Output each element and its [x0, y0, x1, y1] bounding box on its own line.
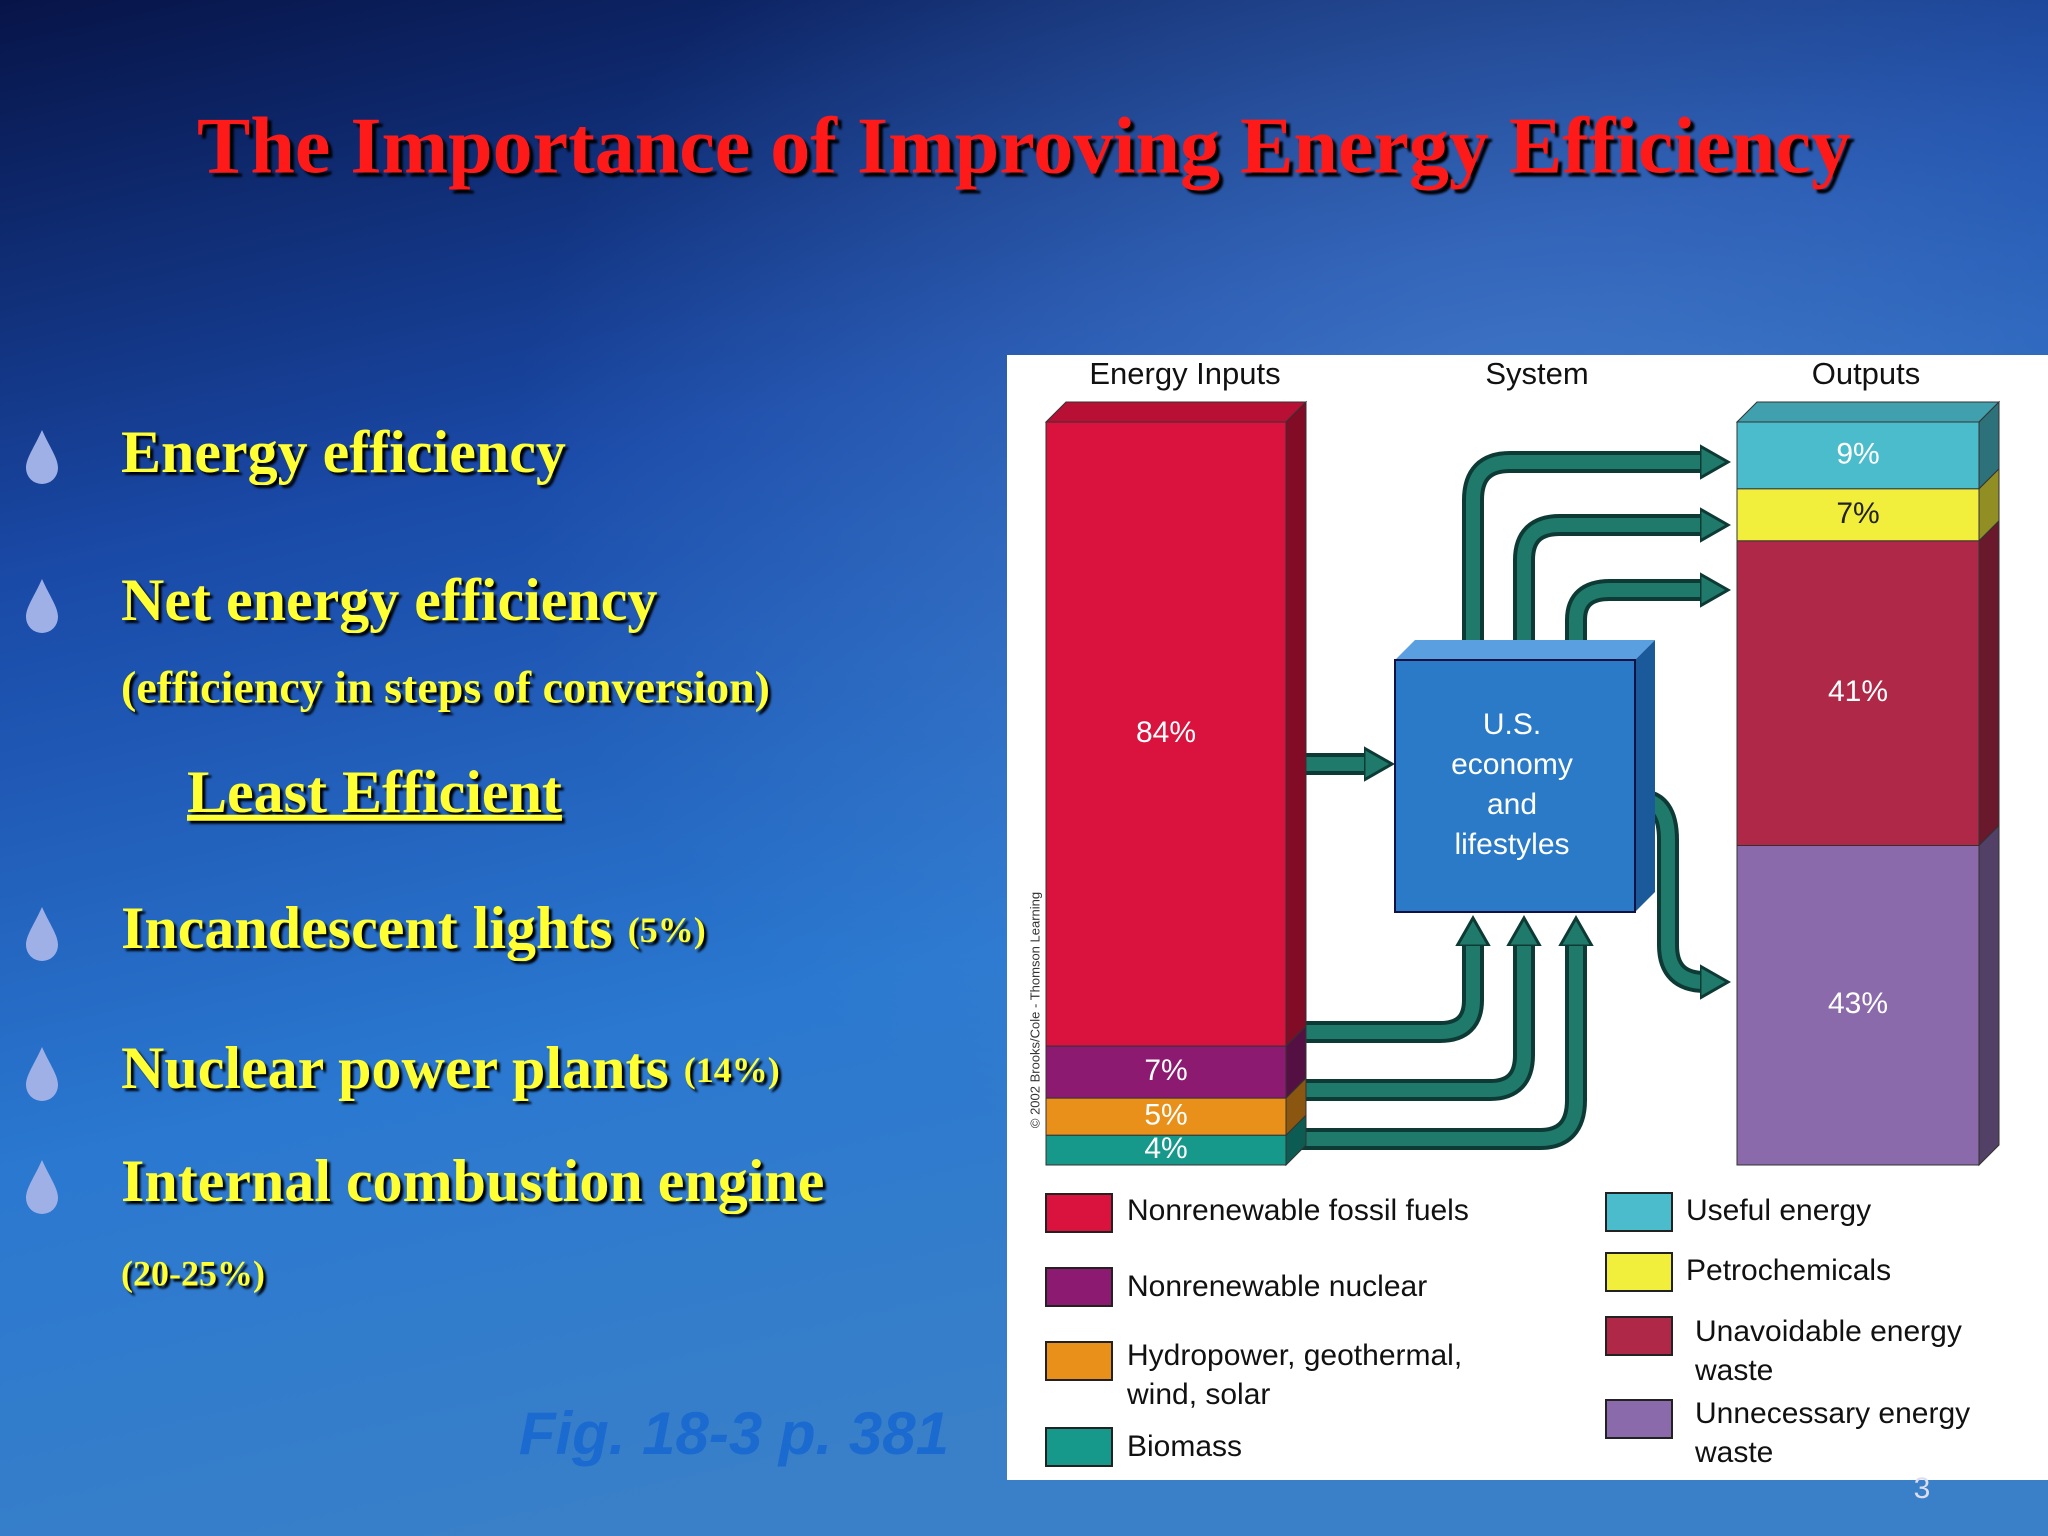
system-label: lifestyles [1454, 828, 1569, 861]
legend-swatch [1605, 1316, 1673, 1356]
bar-side-face [1285, 400, 1307, 1048]
bullet-text: Incandescent lights (5%) [121, 895, 706, 961]
column-header: System [1485, 356, 1588, 391]
bar-segment [1045, 1134, 1287, 1166]
system-label: and [1487, 788, 1537, 821]
page-number: 3 [1914, 1472, 1931, 1505]
value-label: 43% [1828, 987, 1888, 1020]
value-label: 41% [1828, 675, 1888, 708]
item-name: Nuclear power plants [121, 1035, 669, 1101]
bar-top-face [1044, 401, 1308, 423]
bar-side-face [1978, 824, 2000, 1167]
figure-reference: Fig. 18-3 p. 381 [519, 1400, 949, 1467]
flow-arrows [1300, 462, 1708, 1150]
column-header: Energy Inputs [1089, 356, 1280, 391]
legend-swatch [1045, 1267, 1113, 1307]
bullet-icon [26, 907, 58, 961]
bullet-text: Net energy efficiency [121, 567, 657, 633]
bullet-text: Nuclear power plants (14%) [121, 1035, 780, 1101]
legend-label: Unnecessary energy waste [1695, 1397, 1971, 1469]
legend-swatch [1605, 1192, 1673, 1232]
bullet-note: (efficiency in steps of conversion) [121, 662, 770, 713]
value-label: 5% [1144, 1099, 1187, 1132]
system-box-top [1395, 640, 1655, 660]
bullet-icons [26, 430, 58, 1214]
bar-segment [1736, 421, 1980, 490]
system-box [1394, 659, 1636, 913]
value-label: 7% [1836, 497, 1879, 530]
bullet-icon [26, 430, 58, 484]
value-label: 84% [1136, 716, 1196, 749]
legend-label: Hydropower, geothermal, wind, solar [1127, 1339, 1463, 1411]
value-label: 9% [1836, 437, 1879, 470]
system-box-side [1635, 640, 1655, 912]
item-name: Incandescent lights [121, 895, 613, 961]
bullet-note: (20-25%) [121, 1253, 265, 1293]
legend-label: Unavoidable energy waste [1695, 1315, 1962, 1387]
item-value: (14%) [684, 1050, 780, 1090]
legend-swatch [1605, 1252, 1673, 1292]
legend-swatch [1605, 1399, 1673, 1439]
bullet-icon [26, 579, 58, 633]
legend-swatch [1045, 1427, 1113, 1467]
legend-swatch [1045, 1193, 1113, 1233]
bar-segment [1736, 845, 1980, 1166]
legend-label: Useful energy [1686, 1194, 1872, 1227]
value-label: 4% [1144, 1132, 1187, 1165]
system-label: economy [1451, 748, 1573, 781]
arrow-bodies [1300, 462, 1708, 1146]
bar-segment [1045, 1097, 1287, 1136]
bar-segment [1736, 488, 1980, 542]
legend-label: Biomass [1127, 1430, 1243, 1463]
bar-side-face [1978, 519, 2000, 847]
value-label: 7% [1144, 1054, 1187, 1087]
legend-label: Nonrenewable nuclear [1127, 1270, 1428, 1303]
bar-segment [1045, 421, 1287, 1047]
legend-label: Nonrenewable fossil fuels [1127, 1194, 1469, 1227]
item-value: (5%) [628, 910, 706, 950]
column-header: Outputs [1812, 356, 1921, 391]
bullet-text: Internal combustion engine [121, 1148, 824, 1214]
legend-label: Petrochemicals [1686, 1254, 1892, 1287]
slide-title: The Importance of Improving Energy Effic… [197, 102, 1851, 190]
bar-top-face [1735, 401, 2001, 423]
legend-swatch [1045, 1341, 1113, 1381]
system-label: U.S. [1483, 708, 1541, 741]
subheading: Least Efficient [187, 759, 562, 825]
bullet-text: Energy efficiency [121, 419, 566, 485]
credit: © 2002 Brooks/Cole - Thomson Learning [1027, 892, 1042, 1128]
bar-segment [1045, 1045, 1287, 1099]
bullet-icon [26, 1160, 58, 1214]
bar-segment [1736, 540, 1980, 847]
bullet-icon [26, 1047, 58, 1101]
